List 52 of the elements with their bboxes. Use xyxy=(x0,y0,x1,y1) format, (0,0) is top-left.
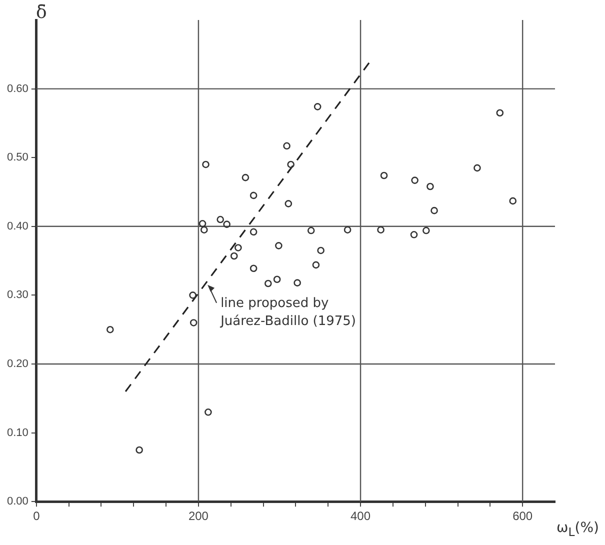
point xyxy=(422,226,430,234)
point xyxy=(230,252,238,260)
point xyxy=(344,226,352,234)
point xyxy=(474,164,481,172)
point xyxy=(275,242,282,250)
point xyxy=(287,160,294,168)
point xyxy=(136,446,143,454)
point xyxy=(264,280,272,288)
point xyxy=(234,244,242,252)
point xyxy=(430,206,438,214)
point xyxy=(190,319,198,326)
y-tick-label: 0.10 xyxy=(6,426,28,439)
y-tick-label: 0.40 xyxy=(6,220,28,232)
point xyxy=(204,408,212,416)
point xyxy=(198,220,206,228)
point xyxy=(223,220,230,228)
point xyxy=(294,279,301,286)
x-tick-label: 200 xyxy=(188,509,209,524)
point xyxy=(216,216,224,224)
point xyxy=(250,228,258,236)
x-tick-label: 400 xyxy=(350,509,371,524)
point xyxy=(380,172,388,180)
point xyxy=(250,192,258,200)
point xyxy=(106,326,114,334)
x-tick-label: 600 xyxy=(512,509,533,524)
point xyxy=(509,197,517,205)
point xyxy=(411,176,418,184)
point xyxy=(496,109,504,117)
x-tick-label: 0 xyxy=(33,509,40,524)
y-tick-label: 0.00 xyxy=(6,496,28,508)
point xyxy=(283,142,290,150)
point xyxy=(410,231,418,238)
point xyxy=(317,246,324,254)
point xyxy=(284,200,292,208)
y-tick-label: 0.20 xyxy=(6,358,28,370)
point xyxy=(200,226,208,234)
point xyxy=(189,292,196,299)
annotation: line proposed by Juárez-Badillo (1975) xyxy=(220,296,356,329)
y-tick-label: 0.60 xyxy=(6,82,28,95)
point xyxy=(377,226,384,234)
point xyxy=(426,182,434,190)
point xyxy=(314,103,322,110)
point xyxy=(202,160,210,168)
point xyxy=(250,264,258,272)
point xyxy=(242,174,250,182)
y-tick-label: 0.30 xyxy=(6,289,28,302)
y-axis-title: δ̄ xyxy=(36,2,47,23)
point xyxy=(312,261,320,269)
point xyxy=(307,226,315,234)
y-tick-label: 0.50 xyxy=(6,152,28,164)
x-axis-title: ω$_{L}$(%) xyxy=(556,520,599,539)
point xyxy=(273,276,281,284)
